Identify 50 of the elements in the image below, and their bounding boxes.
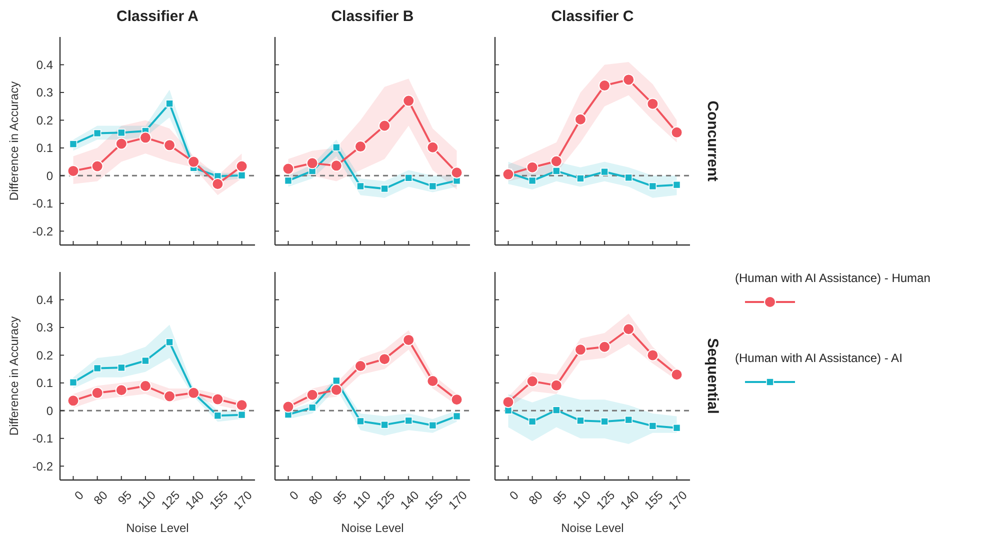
y-tick-label: 0.4 (36, 292, 54, 307)
y-tick-label: -0.1 (32, 196, 54, 211)
x-tick-label: 140 (398, 488, 422, 512)
y-tick-label: 0.3 (36, 320, 54, 335)
x-tick-label: 170 (230, 488, 256, 512)
y-tick-label: 0.2 (36, 348, 54, 362)
x-tick-label: 95 (115, 488, 135, 508)
x-tick-label: 80 (91, 488, 111, 508)
x-tick-label: 95 (550, 488, 570, 508)
x-tick-label: 140 (182, 488, 207, 512)
x-tick-label: 110 (570, 488, 594, 512)
x-tick-label: 170 (446, 488, 470, 512)
text: Concurrent (704, 100, 721, 182)
x-tick-label: 95 (330, 488, 350, 508)
y-tick-label: 0.1 (36, 141, 54, 156)
x-tick-label: 125 (158, 488, 183, 512)
x-tick-label: 125 (374, 488, 398, 512)
y-tick-label: 0 (46, 168, 54, 183)
x-tick-label: 80 (526, 488, 546, 508)
x-tick-label: 125 (594, 488, 618, 512)
x-tick-label: 110 (350, 488, 374, 512)
x-axis-title: Noise Level (341, 521, 404, 535)
y-axis-title: Difference in Accuracy (7, 316, 21, 436)
x-tick-label: 0 (506, 488, 522, 503)
text: (Human with AI Assistance) - AI (735, 351, 902, 365)
x-tick-label: 155 (206, 488, 231, 512)
text: (Human with AI Assistance) - Human (735, 271, 930, 285)
x-tick-label: 80 (306, 488, 326, 508)
y-tick-label: 0 (46, 404, 54, 418)
y-tick-label: -0.2 (32, 459, 54, 474)
x-tick-label: 155 (642, 488, 666, 512)
x-tick-label: 110 (135, 488, 159, 512)
x-tick-label: 0 (286, 488, 302, 503)
chart-title: Classifier C (551, 8, 634, 25)
x-tick-label: 140 (618, 488, 642, 512)
chart-title: Classifier A (116, 8, 199, 25)
y-tick-label: -0.1 (32, 432, 54, 446)
x-tick-label: 0 (72, 488, 87, 503)
x-axis-title: Noise Level (561, 521, 624, 535)
text: Sequential (704, 338, 721, 414)
x-tick-label: 155 (422, 488, 446, 512)
x-tick-label: 170 (666, 488, 690, 512)
y-tick-label: -0.2 (32, 224, 54, 238)
chart-title: Classifier B (331, 8, 414, 25)
y-tick-label: 0.4 (36, 58, 54, 72)
y-tick-label: 0.3 (36, 86, 54, 100)
y-tick-label: 0.2 (36, 113, 54, 128)
y-tick-label: 0.1 (36, 376, 54, 390)
y-axis-title: Difference in Accuracy (7, 81, 21, 201)
x-axis-title: Noise Level (126, 521, 189, 535)
